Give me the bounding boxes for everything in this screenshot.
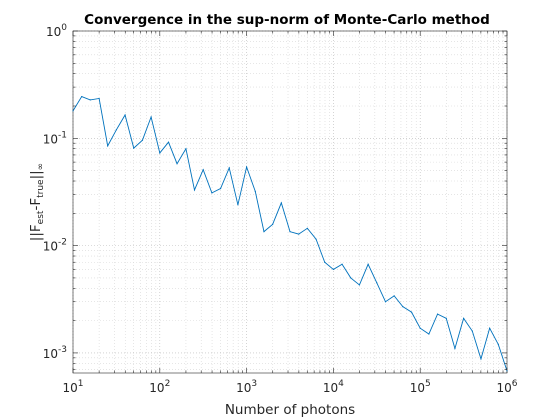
data-point bbox=[289, 231, 291, 233]
data-point bbox=[324, 261, 326, 263]
x-tick-label: 101 bbox=[62, 379, 83, 395]
y-tick-label: 10-1 bbox=[43, 130, 67, 146]
data-point bbox=[393, 295, 395, 297]
x-tick-label: 106 bbox=[496, 379, 517, 395]
data-point bbox=[107, 145, 109, 147]
grid-lines bbox=[72, 30, 508, 373]
data-point bbox=[185, 148, 187, 150]
x-tick-label-exponent: 6 bbox=[512, 379, 518, 389]
y-tick-label-exponent: 0 bbox=[61, 23, 67, 33]
data-point bbox=[167, 141, 170, 143]
data-point bbox=[332, 268, 334, 271]
data-point bbox=[367, 263, 369, 265]
x-tick-label-base: 10 bbox=[236, 381, 251, 395]
data-point bbox=[133, 147, 135, 149]
x-tick-label-exponent: 5 bbox=[425, 379, 431, 389]
y-axis-label-infinity-subscript: ∞ bbox=[36, 163, 46, 171]
data-point bbox=[89, 99, 91, 101]
tick-marks bbox=[72, 30, 508, 373]
y-tick-label: 100 bbox=[46, 23, 67, 39]
data-point bbox=[463, 317, 465, 319]
x-tick-label-base: 10 bbox=[496, 381, 511, 395]
x-tick-label-exponent: 1 bbox=[78, 379, 84, 389]
data-point bbox=[219, 187, 222, 190]
data-point bbox=[436, 313, 439, 315]
data-point bbox=[315, 238, 317, 240]
y-axis-label-minus-f: -F bbox=[28, 198, 44, 211]
data-point bbox=[237, 204, 239, 206]
data-point bbox=[150, 116, 152, 118]
data-point bbox=[81, 95, 83, 98]
data-point bbox=[454, 347, 456, 350]
plot-area bbox=[73, 31, 507, 373]
plot-border bbox=[72, 30, 508, 374]
data-point bbox=[480, 358, 482, 360]
data-point bbox=[341, 263, 343, 265]
data-point bbox=[350, 277, 352, 279]
x-tick-label-base: 10 bbox=[410, 381, 425, 395]
y-axis-label-true-subscript: true bbox=[36, 179, 46, 198]
data-point bbox=[72, 110, 74, 112]
data-point bbox=[202, 169, 204, 171]
y-axis-label: ||Fest-Ftrue||∞ bbox=[28, 163, 46, 241]
data-point bbox=[506, 370, 508, 372]
y-tick-label-base: 10 bbox=[43, 132, 58, 146]
data-point bbox=[358, 284, 361, 286]
data-point bbox=[159, 152, 161, 154]
data-point bbox=[176, 163, 178, 165]
y-tick-label-exponent: -1 bbox=[58, 130, 67, 140]
x-tick-label-base: 10 bbox=[323, 381, 338, 395]
y-axis-label-est-subscript: est bbox=[36, 210, 46, 224]
y-tick-label-base: 10 bbox=[43, 240, 58, 254]
data-point bbox=[306, 227, 308, 229]
y-axis-label-norm-close: || bbox=[28, 170, 44, 179]
data-point bbox=[428, 333, 430, 335]
data-point bbox=[141, 139, 144, 141]
y-tick-label-exponent: -2 bbox=[58, 238, 67, 248]
data-points bbox=[72, 95, 508, 372]
x-tick-label-exponent: 4 bbox=[338, 379, 344, 389]
data-point bbox=[497, 343, 499, 346]
data-point bbox=[272, 223, 274, 225]
data-point bbox=[376, 282, 378, 284]
data-point bbox=[489, 327, 491, 329]
x-tick-label: 103 bbox=[236, 379, 257, 395]
data-point bbox=[280, 202, 282, 204]
chart-title: Convergence in the sup-norm of Monte-Car… bbox=[84, 12, 490, 28]
data-point bbox=[115, 129, 117, 131]
data-point bbox=[246, 166, 248, 168]
data-point bbox=[193, 189, 196, 191]
x-tick-label: 104 bbox=[323, 379, 344, 395]
y-tick-label: 10-2 bbox=[43, 238, 67, 254]
x-tick-label: 102 bbox=[149, 379, 170, 395]
x-tick-label-base: 10 bbox=[149, 381, 164, 395]
data-point bbox=[410, 311, 413, 313]
y-tick-label-base: 10 bbox=[43, 347, 58, 361]
data-point bbox=[228, 167, 230, 169]
y-tick-label-base: 10 bbox=[46, 25, 61, 39]
data-point bbox=[471, 330, 473, 332]
x-tick-label-exponent: 3 bbox=[251, 379, 257, 389]
data-point bbox=[402, 306, 404, 308]
data-point bbox=[419, 327, 421, 329]
data-point bbox=[384, 301, 387, 303]
data-point bbox=[124, 114, 126, 116]
data-point bbox=[263, 231, 265, 233]
y-tick-label: 10-3 bbox=[43, 345, 67, 361]
x-tick-label-base: 10 bbox=[62, 381, 77, 395]
y-axis-label-norm-open: ||F bbox=[28, 224, 44, 241]
data-point bbox=[211, 192, 213, 194]
data-point bbox=[445, 317, 447, 319]
x-tick-label-exponent: 2 bbox=[165, 379, 171, 389]
data-point bbox=[298, 233, 300, 235]
data-point bbox=[254, 190, 256, 193]
x-tick-label: 105 bbox=[410, 379, 431, 395]
data-point bbox=[98, 97, 100, 100]
y-tick-label-exponent: -3 bbox=[58, 345, 67, 355]
x-axis-label: Number of photons bbox=[225, 402, 355, 418]
